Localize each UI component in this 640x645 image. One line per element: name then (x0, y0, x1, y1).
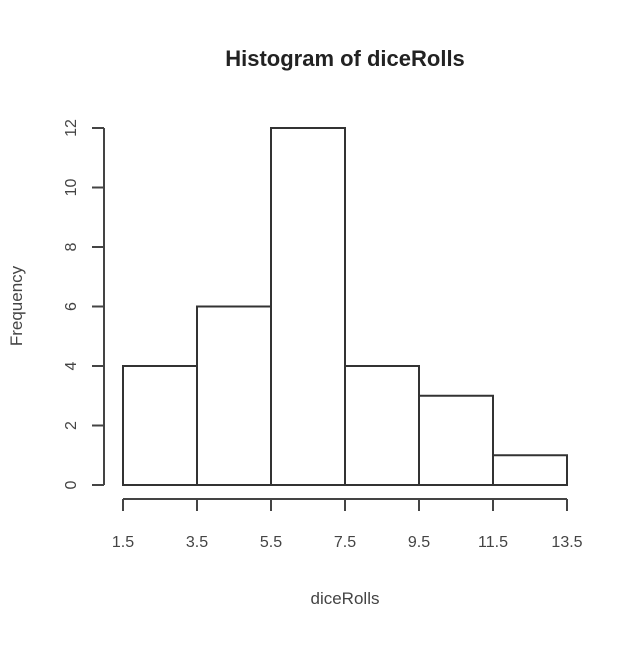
chart-title: Histogram of diceRolls (225, 46, 465, 71)
x-tick-label: 11.5 (478, 534, 508, 551)
x-axis: 1.5 3.5 5.5 7.5 9.5 11.5 13.5 (112, 498, 583, 551)
x-tick-label: 9.5 (408, 534, 430, 551)
x-tick-label: 7.5 (334, 534, 356, 551)
x-tick-label: 13.5 (551, 534, 582, 551)
y-tick-label: 0 (63, 480, 80, 489)
histogram-bar (418, 394, 494, 486)
x-tick-label: 3.5 (186, 534, 208, 551)
x-tick-label: 5.5 (260, 534, 282, 551)
y-tick-label: 12 (63, 119, 80, 137)
y-tick-label: 2 (63, 421, 80, 430)
y-axis: 0 2 4 6 8 10 12 (63, 119, 105, 489)
bars-layer (122, 127, 568, 486)
histogram-bar (270, 127, 346, 486)
y-tick-label: 10 (63, 179, 80, 197)
histogram-bar (196, 305, 272, 486)
y-axis-label: Frequency (7, 265, 26, 346)
histogram-bar (492, 454, 568, 486)
y-tick-label: 8 (63, 242, 80, 251)
x-tick-label: 1.5 (112, 534, 134, 551)
y-tick-label: 4 (63, 361, 80, 370)
x-axis-label: diceRolls (311, 589, 380, 608)
histogram-bar (122, 365, 198, 486)
histogram-bar (344, 365, 420, 486)
y-tick-label: 6 (63, 302, 80, 311)
